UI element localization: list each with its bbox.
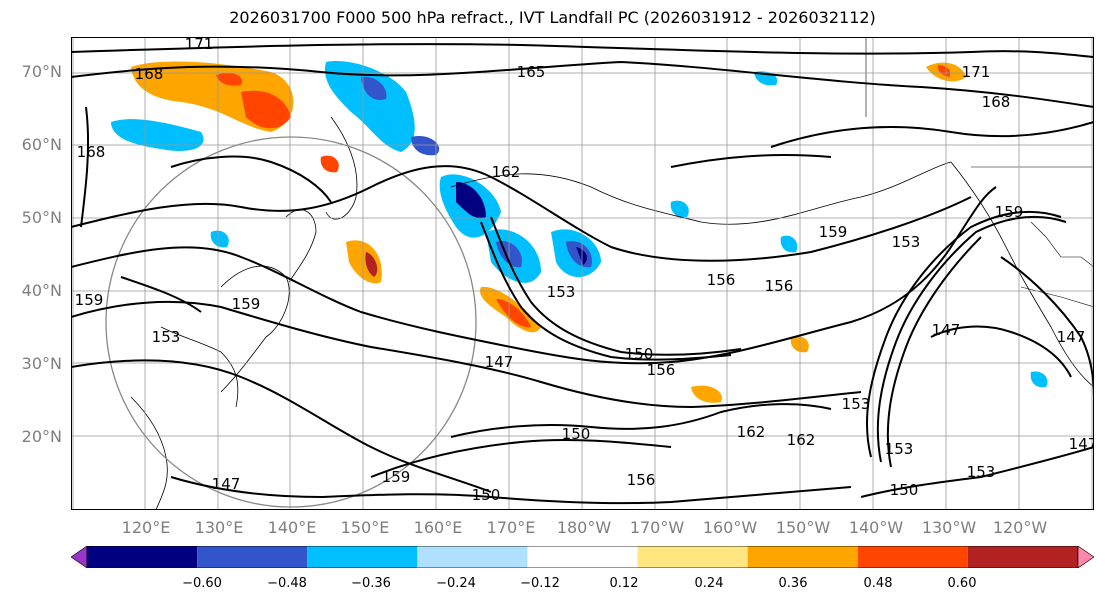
colorbar-tick: 0.60 <box>947 576 977 591</box>
contour-label: 153 <box>547 283 576 301</box>
lon-label-150w: 150°W <box>775 518 831 537</box>
colorbar-tick: 0.24 <box>694 576 724 591</box>
colorbar-swatch <box>637 546 748 568</box>
colorbar-extend-low <box>71 546 88 568</box>
lon-label-140e: 140°E <box>267 518 317 537</box>
contour-label: 147 <box>932 321 961 339</box>
contour-label: 153 <box>842 395 871 413</box>
lon-label-140w: 140°W <box>848 518 904 537</box>
lat-label-40n: 40°N <box>21 281 62 300</box>
colorbar <box>71 546 1094 568</box>
lon-label-180w: 180°W <box>556 518 612 537</box>
colorbar-swatch <box>87 546 198 568</box>
contour-label: 165 <box>517 63 546 81</box>
contour-label: 150 <box>472 486 501 504</box>
contour-label: 171 <box>185 37 214 53</box>
colorbar-tick: −0.60 <box>182 576 222 591</box>
contour-label: 168 <box>135 65 164 83</box>
map-title: 2026031700 F000 500 hPa refract., IVT La… <box>229 8 876 27</box>
contour-label: 147 <box>485 353 514 371</box>
contour-label: 171 <box>962 63 991 81</box>
colorbar-swatch <box>307 546 418 568</box>
lon-label-130w: 130°W <box>921 518 977 537</box>
contour-label: 153 <box>885 440 914 458</box>
contour-label: 159 <box>819 223 848 241</box>
colorbar-swatch <box>527 546 638 568</box>
colorbar-swatch <box>967 546 1078 568</box>
lat-label-20n: 20°N <box>21 427 62 446</box>
contour-label: 150 <box>562 425 591 443</box>
lon-label-160w: 160°W <box>702 518 758 537</box>
contour-label: 159 <box>75 291 104 309</box>
contour-label: 147 <box>1069 435 1094 453</box>
contour-label: 168 <box>77 143 106 161</box>
contour-label: 147 <box>212 475 241 493</box>
colorbar-tick: 0.48 <box>863 576 893 591</box>
colorbar-swatch <box>747 546 858 568</box>
lat-label-60n: 60°N <box>21 135 62 154</box>
colorbar-tick: −0.36 <box>351 576 391 591</box>
colorbar-swatch <box>197 546 308 568</box>
contour-label: 147 <box>1057 328 1086 346</box>
contour-label: 159 <box>382 468 411 486</box>
colorbar-tick: −0.12 <box>520 576 560 591</box>
lat-label-30n: 30°N <box>21 354 62 373</box>
lon-label-160e: 160°E <box>413 518 463 537</box>
contour-label: 156 <box>707 271 736 289</box>
contour-label: 168 <box>982 93 1011 111</box>
colorbar-tick: −0.48 <box>267 576 307 591</box>
contour-label: 153 <box>967 463 996 481</box>
colorbar-tick: 0.12 <box>609 576 639 591</box>
contour-label: 159 <box>232 295 261 313</box>
lon-label-150e: 150°E <box>340 518 390 537</box>
colorbar-tick: −0.24 <box>436 576 476 591</box>
borders <box>865 37 1094 308</box>
contour-label: 153 <box>152 328 181 346</box>
range-circle <box>105 136 477 508</box>
contour-label: 156 <box>647 361 676 379</box>
lon-label-170w: 170°W <box>629 518 685 537</box>
colorbar-tick: 0.36 <box>778 576 808 591</box>
contour-label: 162 <box>787 431 816 449</box>
contour-label: 150 <box>890 481 919 499</box>
height-contours <box>71 43 1094 505</box>
contour-label: 156 <box>765 277 794 295</box>
colorbar-swatches <box>71 546 1094 568</box>
lon-label-120w: 120°W <box>992 518 1048 537</box>
lat-label-50n: 50°N <box>21 208 62 227</box>
gridlines <box>71 37 1094 510</box>
contour-label: 156 <box>627 471 656 489</box>
contour-label: 162 <box>492 163 521 181</box>
colorbar-swatch <box>857 546 968 568</box>
map-panel: 171 168 165 168 171 168 162 159 159 156 … <box>71 37 1094 510</box>
colorbar-extend-high <box>1077 546 1094 568</box>
contour-label: 153 <box>892 233 921 251</box>
contour-value-labels: 171 168 165 168 171 168 162 159 159 156 … <box>75 37 1094 504</box>
coastlines <box>130 116 1094 510</box>
contour-label: 159 <box>995 203 1024 221</box>
contour-label: 162 <box>737 423 766 441</box>
lon-label-120e: 120°E <box>121 518 171 537</box>
contour-label: 150 <box>625 345 654 363</box>
lon-label-130e: 130°E <box>194 518 244 537</box>
lon-label-170e: 170°E <box>486 518 536 537</box>
colorbar-swatch <box>417 546 528 568</box>
lat-label-70n: 70°N <box>21 62 62 81</box>
